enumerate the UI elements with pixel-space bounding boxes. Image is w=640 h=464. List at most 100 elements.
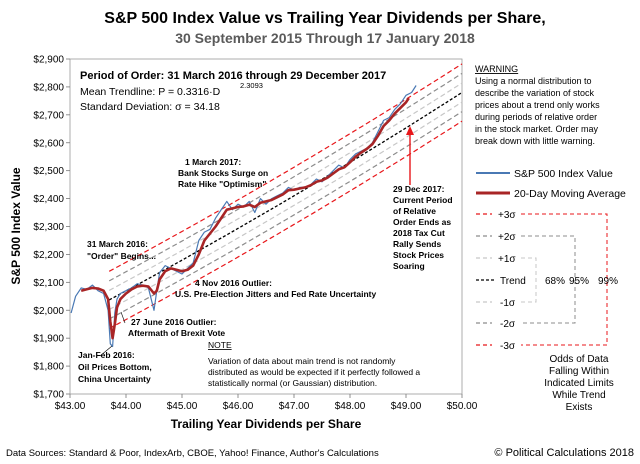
arrow-jun-2016 (120, 311, 126, 324)
odds-95: 95% (569, 276, 589, 287)
y-tick-label: $2,400 (33, 194, 64, 205)
trend-exponent: 2.3093 (240, 81, 263, 90)
arrow-jan-feb-2016 (99, 345, 113, 357)
legend-label-minus2: -2σ (500, 319, 516, 330)
sigma-band-line (108, 111, 463, 320)
sigma-band-line (108, 120, 463, 330)
x-tick-label: $49.00 (391, 401, 422, 412)
annotation-line: 29 Dec 2017: (393, 184, 445, 194)
x-tick-label: $46.00 (223, 401, 254, 412)
bracket-3-sigma (521, 213, 608, 346)
note-line: statistically normal (or Gaussian) distr… (208, 378, 377, 388)
x-tick-label: $45.00 (167, 401, 198, 412)
annotation-line: Bank Stocks Surge on (178, 168, 268, 178)
x-axis-label: Trailing Year Dividends per Share (171, 417, 362, 431)
note-line: Variation of data about main trend is no… (208, 356, 396, 366)
y-tick-label: $1,900 (33, 334, 64, 345)
moving-average-line (80, 97, 410, 340)
annotation-line: 2018 Tax Cut (393, 228, 445, 238)
warning-title: WARNING (475, 64, 518, 74)
y-tick-label: $2,300 (33, 222, 64, 233)
sigma-band-line (108, 63, 463, 272)
bracket-2-sigma (521, 235, 576, 324)
y-tick-label: $1,700 (33, 390, 64, 401)
annotation-line: of Relative (393, 206, 436, 216)
odds-99: 99% (598, 276, 618, 287)
odds-caption-line: While Trend (552, 390, 605, 401)
annotation-line: Jan-Feb 2016: (78, 350, 135, 360)
annotation-line: Current Period (393, 195, 453, 205)
chart-subtitle: 30 September 2015 Through 17 January 201… (175, 30, 475, 46)
annotation-mar-2017: 1 March 2017: Bank Stocks Surge on Rate … (178, 157, 268, 189)
copyright: © Political Calculations 2018 (494, 447, 634, 459)
legend-label-minus1: -1σ (500, 298, 516, 309)
y-tick-label: $2,800 (33, 82, 64, 93)
annotation-line: China Uncertainty (78, 374, 151, 384)
legend-label-minus3: -3σ (500, 341, 516, 352)
x-tick-label: $44.00 (111, 401, 142, 412)
annotation-jun-2016: 27 June 2016 Outlier: Aftermath of Brexi… (128, 317, 225, 338)
note-title: NOTE (208, 340, 232, 350)
legend-label-ma20: 20-Day Moving Average (514, 188, 626, 200)
annotation-line: Rate Hike "Optimism" (178, 179, 266, 189)
y-axis-label: S&P 500 Index Value (9, 167, 23, 285)
annotation-line: "Order" Begins... (87, 251, 156, 261)
annotation-line: Stock Prices (393, 250, 444, 260)
y-tick-label: $1,800 (33, 362, 64, 373)
data-sources: Data Sources: Standard & Poor, IndexArb,… (6, 448, 379, 459)
odds-caption-line: Odds of Data (550, 354, 609, 365)
annotation-line: 1 March 2017: (185, 157, 241, 167)
y-tick-label: $2,900 (33, 55, 64, 66)
legend-label-plus2: +2σ (498, 232, 516, 243)
legend-label-plus1: +1σ (498, 254, 516, 265)
annotation-line: Oil Prices Bottom, (78, 362, 152, 372)
warning-line: in the stock market. Order may (475, 124, 599, 134)
chart-title: S&P 500 Index Value vs Trailing Year Div… (104, 10, 545, 27)
y-tick-label: $2,600 (33, 138, 64, 149)
annotation-line: 27 June 2016 Outlier: (131, 317, 217, 327)
annotation-nov-2016: 4 Nov 2016 Outlier: U.S. Pre-Election Ji… (175, 278, 376, 299)
x-tick-label: $47.00 (279, 401, 310, 412)
annotation-line: Soaring (393, 261, 425, 271)
annotation-mar-2016: 31 March 2016: "Order" Begins... (87, 239, 156, 261)
odds-caption-line: Indicated Limits (544, 378, 613, 389)
annotation-line: U.S. Pre-Election Jitters and Fed Rate U… (175, 289, 376, 299)
mean-trendline-label: Mean Trendline: P = 0.3316·D (80, 86, 221, 98)
legend: S&P 500 Index Value 20-Day Moving Averag… (476, 168, 626, 413)
std-dev-label: Standard Deviation: σ = 34.18 (80, 101, 220, 113)
sigma-band-line (108, 72, 463, 282)
annotation-line: Order Ends as (393, 217, 451, 227)
legend-label-plus3: +3σ (498, 210, 516, 221)
y-tick-label: $2,000 (33, 306, 64, 317)
annotation-line: Aftermath of Brexit Vote (128, 328, 225, 338)
sigma-band-line (108, 101, 463, 311)
warning-line: prices about a trend only works (475, 100, 600, 110)
x-tick-label: $48.00 (335, 401, 366, 412)
annotation-line: 4 Nov 2016 Outlier: (195, 278, 272, 288)
x-axis-ticks: $43.00 $44.00 $45.00 $46.00 $47.00 $48.00 $49.… (55, 394, 478, 412)
warning-line: break down with little warning. (475, 136, 595, 146)
annotation-line: 31 March 2016: (87, 239, 148, 249)
y-axis-ticks: $1,700 $1,800 $1,900 $2,000 $2,100 $2,200 $2,3… (33, 55, 70, 401)
y-tick-label: $2,700 (33, 110, 64, 121)
annotation-dec-2017: 29 Dec 2017: Current Period of Relative … (393, 184, 453, 271)
annotation-line: Rally Sends (393, 239, 441, 249)
x-tick-label: $50.00 (447, 401, 478, 412)
odds-68: 68% (545, 276, 565, 287)
warning-line: during periods of relative order (475, 112, 597, 122)
y-tick-label: $2,100 (33, 278, 64, 289)
trend-line (108, 91, 463, 301)
legend-label-sp500: S&P 500 Index Value (514, 168, 613, 180)
warning-line: describe the variation of stock (475, 88, 595, 98)
note-line: distributed as would be expected if it p… (208, 367, 420, 377)
warning-line: Using a normal distribution to (475, 76, 592, 86)
y-tick-label: $2,200 (33, 250, 64, 261)
annotation-jan-feb-2016: Jan-Feb 2016: Oil Prices Bottom, China U… (78, 350, 152, 384)
bracket-1-sigma (521, 257, 537, 303)
sigma-bands (108, 63, 463, 330)
odds-caption-line: Exists (566, 402, 593, 413)
y-tick-label: $2,500 (33, 166, 64, 177)
x-tick-label: $43.00 (55, 401, 86, 412)
data-series (70, 85, 417, 348)
